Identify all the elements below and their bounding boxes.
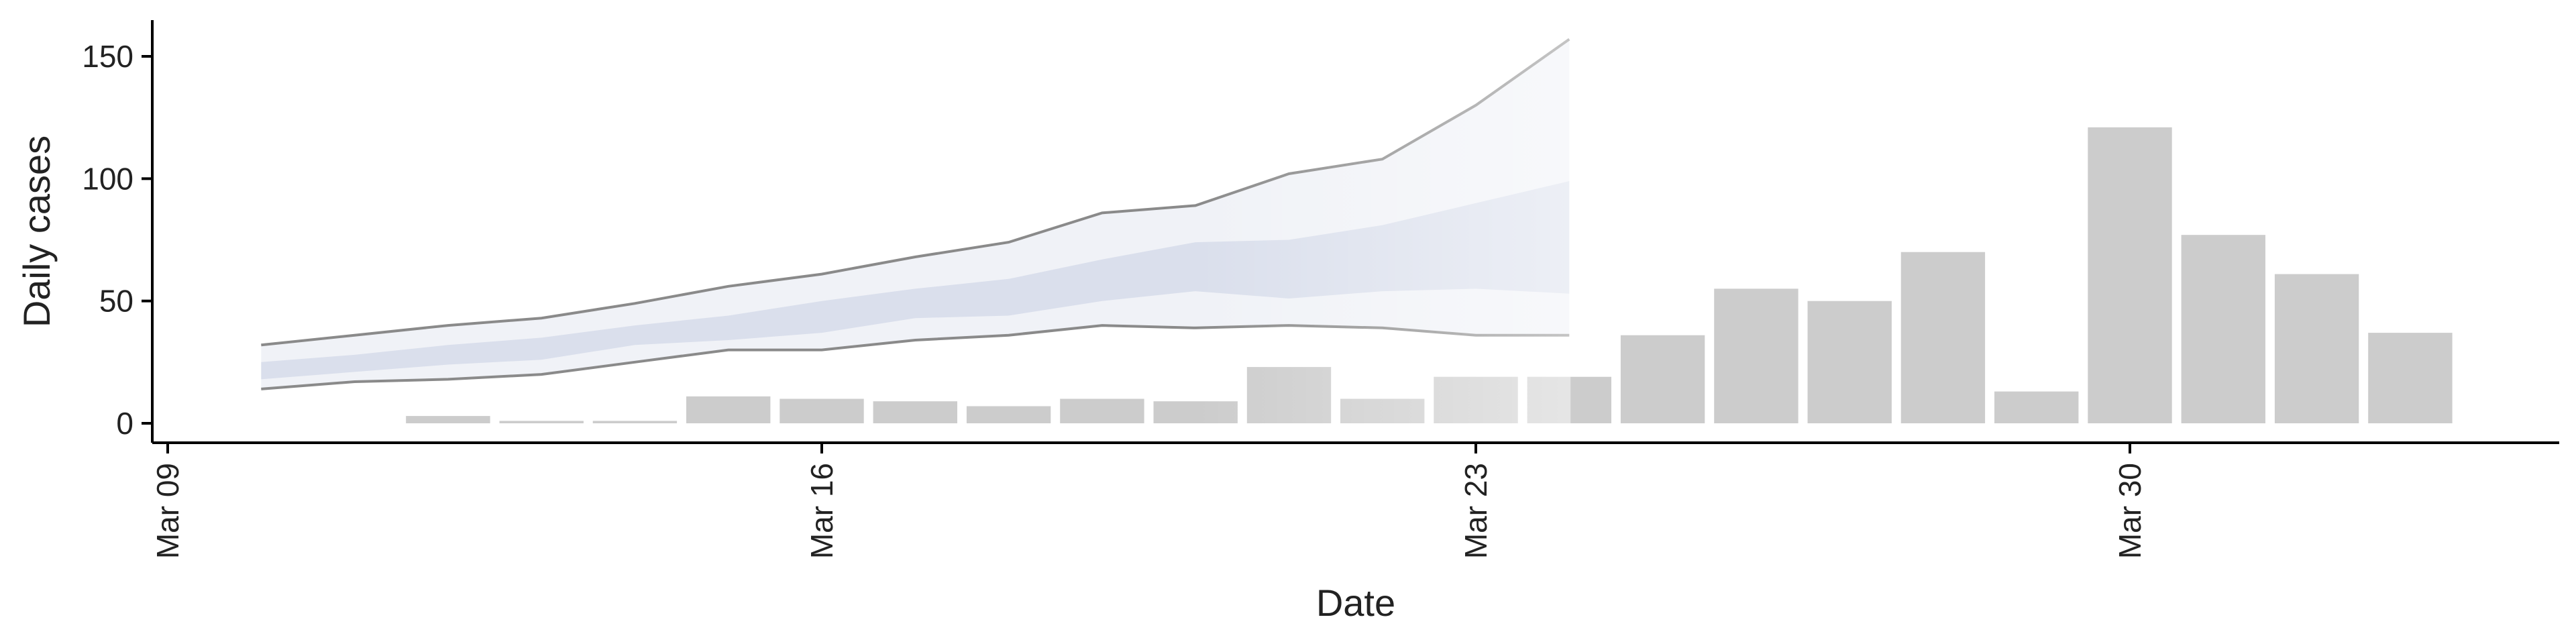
forecast-fade [1195,20,1571,443]
bar [1620,335,1705,423]
x-tick-label: Mar 09 [150,463,185,559]
y-tick-label: 0 [116,406,133,441]
bar [2368,333,2453,423]
bar [780,398,864,423]
x-ticks: Mar 09 Mar 16 Mar 23 Mar 30 [150,443,2147,559]
y-ticks: 0 50 100 150 [82,39,152,441]
y-tick-label: 150 [82,39,133,74]
bar [686,396,771,423]
bar [873,401,957,423]
x-tick-label: Mar 30 [2112,463,2147,559]
bar [966,406,1051,423]
x-tick-label: Mar 16 [804,463,839,559]
bar [1900,252,1986,423]
x-tick-label: Mar 23 [1458,463,1493,559]
bar [1994,391,2079,423]
bar [2181,235,2265,423]
y-tick-label: 50 [99,284,133,319]
x-axis-title: Date [1316,582,1395,624]
bar [592,421,678,423]
forecast-lines [261,20,1571,443]
bar [499,421,584,423]
bar [2088,127,2172,424]
bar [1714,288,1799,423]
bar [1807,301,1892,423]
y-axis-title: Daily cases [15,136,58,327]
y-tick-label: 100 [82,161,133,196]
bar [1060,398,1144,423]
bar [2274,274,2359,423]
bar [406,416,490,423]
